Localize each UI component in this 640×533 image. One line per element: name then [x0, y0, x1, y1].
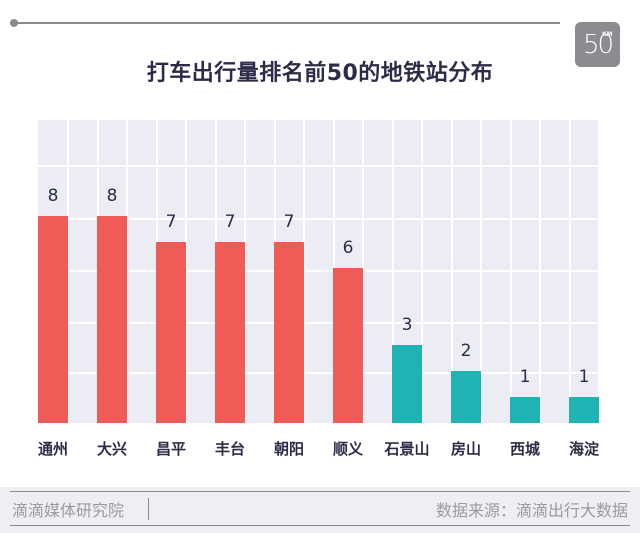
category-label: 海淀 [568, 440, 599, 458]
footer-org: 滴滴媒体研究院 [12, 501, 125, 520]
gridline-vertical [451, 120, 453, 423]
gridline-vertical [126, 120, 128, 423]
category-label: 丰台 [214, 440, 245, 458]
logo-unit: KM [602, 31, 613, 38]
category-label: 朝阳 [273, 440, 304, 458]
bar-0 [38, 216, 68, 423]
bar-6 [392, 345, 422, 423]
plot-area [38, 120, 600, 423]
footer-source: 数据来源：滴滴出行大数据 [435, 501, 628, 520]
bar-1 [97, 216, 127, 423]
gridline-horizontal [38, 372, 600, 374]
bar-3 [215, 242, 245, 423]
category-label: 通州 [37, 440, 68, 458]
gridline-horizontal [38, 322, 600, 324]
bar-value-label: 1 [578, 367, 590, 387]
gridline-vertical [510, 120, 512, 423]
chart-title: 打车出行量排名前50的地铁站分布 [146, 61, 494, 86]
bar-value-label: 8 [47, 186, 59, 206]
bar-9 [569, 397, 599, 423]
bar-value-label: 8 [106, 186, 118, 206]
bar-5 [333, 268, 363, 423]
gridline-horizontal [38, 270, 600, 272]
bar-value-label: 7 [283, 212, 295, 232]
logo-number: 50 [582, 29, 614, 60]
bar-value-label: 2 [460, 341, 472, 361]
header-rule [13, 22, 560, 24]
category-label: 西城 [509, 440, 540, 458]
gridline-horizontal [38, 165, 600, 167]
gridline-horizontal [38, 218, 600, 220]
gridline-vertical [67, 120, 69, 423]
bar-value-label: 3 [401, 315, 413, 335]
bar-value-label: 7 [165, 212, 177, 232]
footer-separator [148, 498, 149, 520]
bar-value-label: 7 [224, 212, 236, 232]
bar-value-label: 1 [519, 367, 531, 387]
bar-8 [510, 397, 540, 423]
bar-value-label: 6 [342, 238, 354, 258]
bar-2 [156, 242, 186, 423]
brand-logo: 50 KM [575, 22, 620, 67]
category-label: 昌平 [155, 440, 186, 458]
gridline-vertical [569, 120, 571, 423]
category-label: 顺义 [332, 440, 363, 458]
category-label: 房山 [450, 440, 481, 458]
category-label: 石景山 [384, 440, 430, 458]
gridline-vertical [480, 120, 482, 423]
gridline-vertical [362, 120, 364, 423]
gridline-vertical [303, 120, 305, 423]
gridline-vertical [539, 120, 541, 423]
gridline-vertical [598, 120, 600, 423]
footer: 滴滴媒体研究院 数据来源：滴滴出行大数据 [0, 487, 640, 533]
bar-4 [274, 242, 304, 423]
gridline-vertical [244, 120, 246, 423]
gridline-vertical [392, 120, 394, 423]
gridline-vertical [421, 120, 423, 423]
footer-rule-bottom [10, 525, 630, 526]
footer-rule-top [10, 491, 630, 492]
category-label: 大兴 [96, 440, 127, 458]
bar-7 [451, 371, 481, 423]
gridline-vertical [185, 120, 187, 423]
